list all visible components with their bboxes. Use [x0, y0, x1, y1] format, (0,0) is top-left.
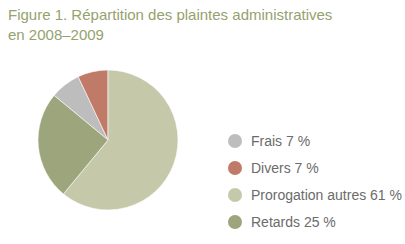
legend-swatch — [228, 215, 242, 229]
legend: Frais 7 % Divers 7 % Prorogation autres 61… — [228, 133, 402, 230]
title-line: en 2008–2009 — [8, 26, 104, 43]
legend-swatch — [228, 134, 242, 148]
title: Figure 1. Répartition des plaintes admin… — [8, 6, 332, 43]
legend-swatch — [228, 161, 242, 175]
chart: Figure 1. Répartition des plaintes admin… — [0, 0, 405, 244]
legend-label: Prorogation autres 61 % — [251, 187, 402, 203]
legend-label: Retards 25 % — [251, 214, 336, 230]
legend-swatch — [228, 188, 242, 202]
title-line: Figure 1. Répartition des plaintes admin… — [8, 6, 332, 23]
legend-label: Divers 7 % — [251, 160, 319, 176]
pie — [38, 70, 178, 210]
legend-label: Frais 7 % — [251, 133, 310, 149]
pie-slice — [38, 95, 108, 194]
